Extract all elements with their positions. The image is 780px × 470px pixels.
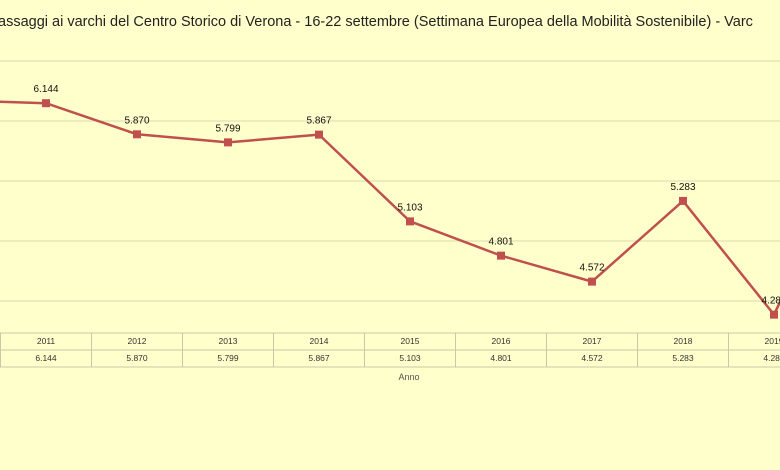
data-point-marker [224, 138, 232, 147]
data-point-marker [42, 99, 50, 108]
series-line [0, 99, 780, 319]
x-tick-label: 2016 [492, 336, 511, 346]
data-label: 4.572 [579, 263, 604, 274]
table-value-cell: 4.281 [763, 353, 780, 363]
table-value-cell: 5.870 [126, 353, 148, 363]
table-value-cell: 5.283 [672, 353, 694, 363]
gridlines [0, 60, 780, 302]
data-point-marker [497, 251, 505, 260]
data-label: 5.870 [124, 115, 149, 126]
table-value-cell: 5.103 [399, 353, 421, 363]
table-value-cell: 5.799 [217, 353, 239, 363]
x-tick-label: 2018 [674, 336, 693, 346]
table-value-cell: 4.801 [490, 353, 512, 363]
table-value-cell: 5.867 [308, 353, 330, 363]
data-table: 2011 6.144 2012 5.870 2013 5.799 2014 5.867 2015… [0, 332, 780, 368]
data-point-marker [406, 217, 414, 226]
x-axis-title: Anno [398, 372, 419, 382]
x-tick-label: 2013 [219, 336, 238, 346]
x-tick-label: 2014 [310, 336, 329, 346]
x-tick-label: 2017 [583, 336, 602, 346]
table-value-cell: 4.572 [581, 353, 603, 363]
data-label: 6.144 [33, 84, 58, 95]
data-label: 4.281 [761, 296, 780, 307]
x-tick-label: 2011 [37, 336, 56, 346]
data-point-marker [679, 196, 687, 205]
data-label: 4.801 [488, 237, 513, 248]
table-value-cell: 6.144 [35, 353, 57, 363]
x-tick-label: 2015 [401, 336, 420, 346]
data-label: 5.799 [215, 123, 240, 134]
data-point-marker [770, 310, 778, 319]
data-point-marker [133, 130, 141, 139]
data-point-marker [588, 277, 596, 286]
chart-title: assaggi ai varchi del Centro Storico di … [0, 14, 753, 30]
x-tick-label: 2019 [765, 336, 780, 346]
data-label: 5.867 [306, 116, 331, 127]
x-tick-label: 2012 [128, 336, 147, 346]
data-labels: 6.144 5.870 5.799 5.867 5.103 4.801 4.572 5.283… [33, 84, 780, 306]
data-label: 5.283 [670, 182, 695, 193]
data-label: 5.103 [397, 202, 422, 213]
data-point-marker [315, 130, 323, 139]
